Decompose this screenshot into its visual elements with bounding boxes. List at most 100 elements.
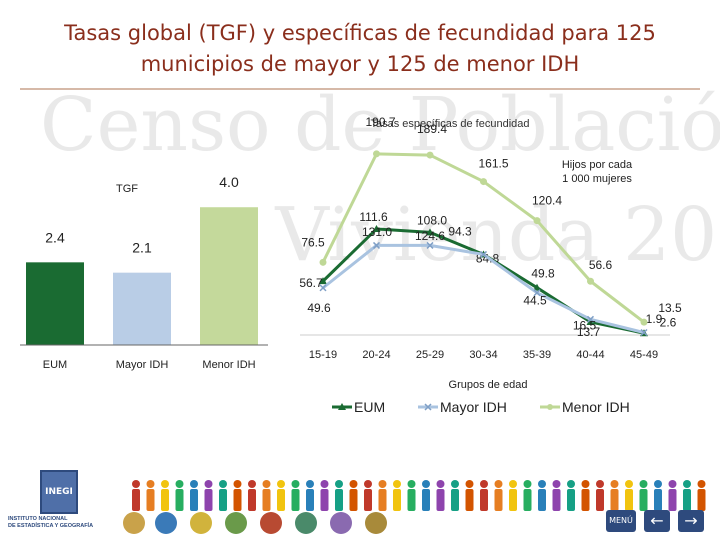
point-s1-2	[426, 241, 434, 249]
legend-label-0: EUM	[354, 399, 385, 415]
menu-button[interactable]: MENÚ	[606, 510, 636, 532]
people-decoration	[132, 480, 706, 511]
point-s0-4	[533, 283, 541, 291]
y-axis-label-line2: 1 000 mujeres	[562, 173, 632, 185]
x-tick-label-3: 30-34	[469, 349, 497, 361]
person-figure	[146, 480, 155, 511]
bar-value-label-0: 2.4	[45, 229, 65, 245]
person-figure	[378, 480, 387, 511]
point-s2-1	[373, 150, 380, 158]
data-label-s1-5: 16.5	[573, 318, 597, 332]
legend-marker-1	[424, 403, 432, 411]
data-label-s1-0: 49.6	[307, 301, 331, 315]
point-s1-1	[372, 241, 381, 249]
bar-2	[200, 207, 258, 345]
data-label-s0-2: 108.0	[417, 213, 447, 227]
bar-category-label-1: Mayor IDH	[116, 359, 169, 371]
person-figure	[465, 480, 474, 511]
bar-value-label-1: 2.1	[132, 240, 152, 256]
legend-label-1: Mayor IDH	[440, 399, 507, 415]
point-s2-0	[319, 258, 327, 266]
person-figure	[349, 480, 358, 511]
page-title: Tasas global (TGF) y específicas de fecu…	[0, 18, 720, 80]
point-s1-4	[533, 289, 541, 297]
person-figure	[407, 480, 416, 511]
point-s2-6	[640, 318, 648, 326]
person-figure	[697, 480, 706, 511]
data-label-s2-5: 56.6	[589, 258, 613, 272]
person-figure	[422, 480, 430, 511]
footer-icon-3[interactable]	[190, 512, 212, 534]
footer-icon-2[interactable]	[155, 512, 177, 534]
person-figure	[248, 480, 256, 511]
institution-line2: DE ESTADÍSTICA Y GEOGRAFÍA	[8, 523, 94, 529]
person-figure	[523, 480, 532, 511]
footer: INEGI INSTITUTO NACIONAL DE ESTADÍSTICA …	[0, 462, 720, 540]
footer-icon-8[interactable]	[365, 512, 387, 534]
person-figure	[567, 480, 575, 511]
bar-category-label-0: EUM	[43, 359, 67, 371]
point-s2-5	[587, 277, 594, 285]
person-figure	[161, 480, 169, 511]
data-label-s0-4: 49.8	[531, 267, 555, 281]
bar-value-label-2: 4.0	[219, 174, 239, 190]
person-figure	[538, 480, 546, 511]
person-figure	[436, 480, 445, 511]
person-figure	[393, 480, 401, 511]
person-figure	[306, 480, 314, 511]
point-s2-4	[533, 217, 541, 225]
bar-chart-title: TGF	[116, 183, 138, 195]
data-label-s1-6: 2.6	[660, 316, 677, 330]
x-axis-title: Grupos de edad	[449, 379, 528, 391]
legend-marker-0	[338, 403, 346, 410]
institution-line1: INSTITUTO NACIONAL	[8, 516, 68, 522]
person-figure	[581, 480, 590, 511]
person-figure	[364, 480, 372, 511]
x-tick-label-1: 20-24	[362, 349, 390, 361]
data-label-s2-6: 13.5	[658, 301, 682, 315]
person-figure	[335, 480, 343, 511]
legend-label-2: Menor IDH	[562, 399, 630, 415]
footer-icon-7[interactable]	[330, 512, 352, 534]
person-figure	[277, 480, 285, 511]
next-arrow-icon[interactable]: →	[678, 510, 704, 532]
data-label-s0-5: 13.7	[577, 325, 601, 339]
footer-icon-4[interactable]	[225, 512, 247, 534]
person-figure	[625, 480, 633, 511]
title-line2: municipios de mayor y 125 de menor IDH	[140, 52, 580, 76]
data-label-s2-3: 161.5	[478, 157, 508, 171]
data-label-s0-1: 111.6	[359, 210, 388, 224]
annotation-1: 124.6	[415, 229, 445, 243]
point-s0-2	[426, 228, 434, 236]
data-label-s1-4: 44.5	[523, 294, 547, 308]
person-figure	[451, 480, 459, 511]
footer-icon-6[interactable]	[295, 512, 317, 534]
person-figure	[610, 480, 619, 511]
person-figure	[654, 480, 662, 511]
footer-icon-5[interactable]	[260, 512, 282, 534]
point-s0-0	[319, 277, 327, 285]
person-figure	[668, 480, 677, 511]
person-figure	[596, 480, 604, 511]
x-tick-label-4: 35-39	[523, 349, 551, 361]
title-separator	[20, 88, 700, 90]
inegi-logo[interactable]: INEGI	[40, 470, 78, 514]
data-label-s0-6: 1.9	[646, 312, 663, 326]
person-figure	[190, 480, 198, 511]
chart-area: TGF 2.4 EUM 2.1 Mayor IDH 4.0 Menor IDH Hijos p…	[20, 115, 682, 415]
data-label-s0-0: 56.7	[299, 276, 323, 290]
person-figure	[494, 480, 503, 511]
person-figure	[233, 480, 242, 511]
prev-arrow-icon[interactable]: ←	[644, 510, 670, 532]
point-s0-5	[586, 317, 595, 325]
bar-0	[26, 262, 84, 345]
footer-icon-1[interactable]	[123, 512, 145, 534]
person-figure	[204, 480, 213, 511]
point-s1-5	[586, 315, 595, 323]
person-figure	[480, 480, 488, 511]
legend-marker-2	[547, 404, 553, 410]
point-s1-0	[319, 284, 327, 292]
data-label-s2-0: 76.5	[301, 235, 325, 249]
person-figure	[320, 480, 329, 511]
person-figure	[639, 480, 648, 511]
